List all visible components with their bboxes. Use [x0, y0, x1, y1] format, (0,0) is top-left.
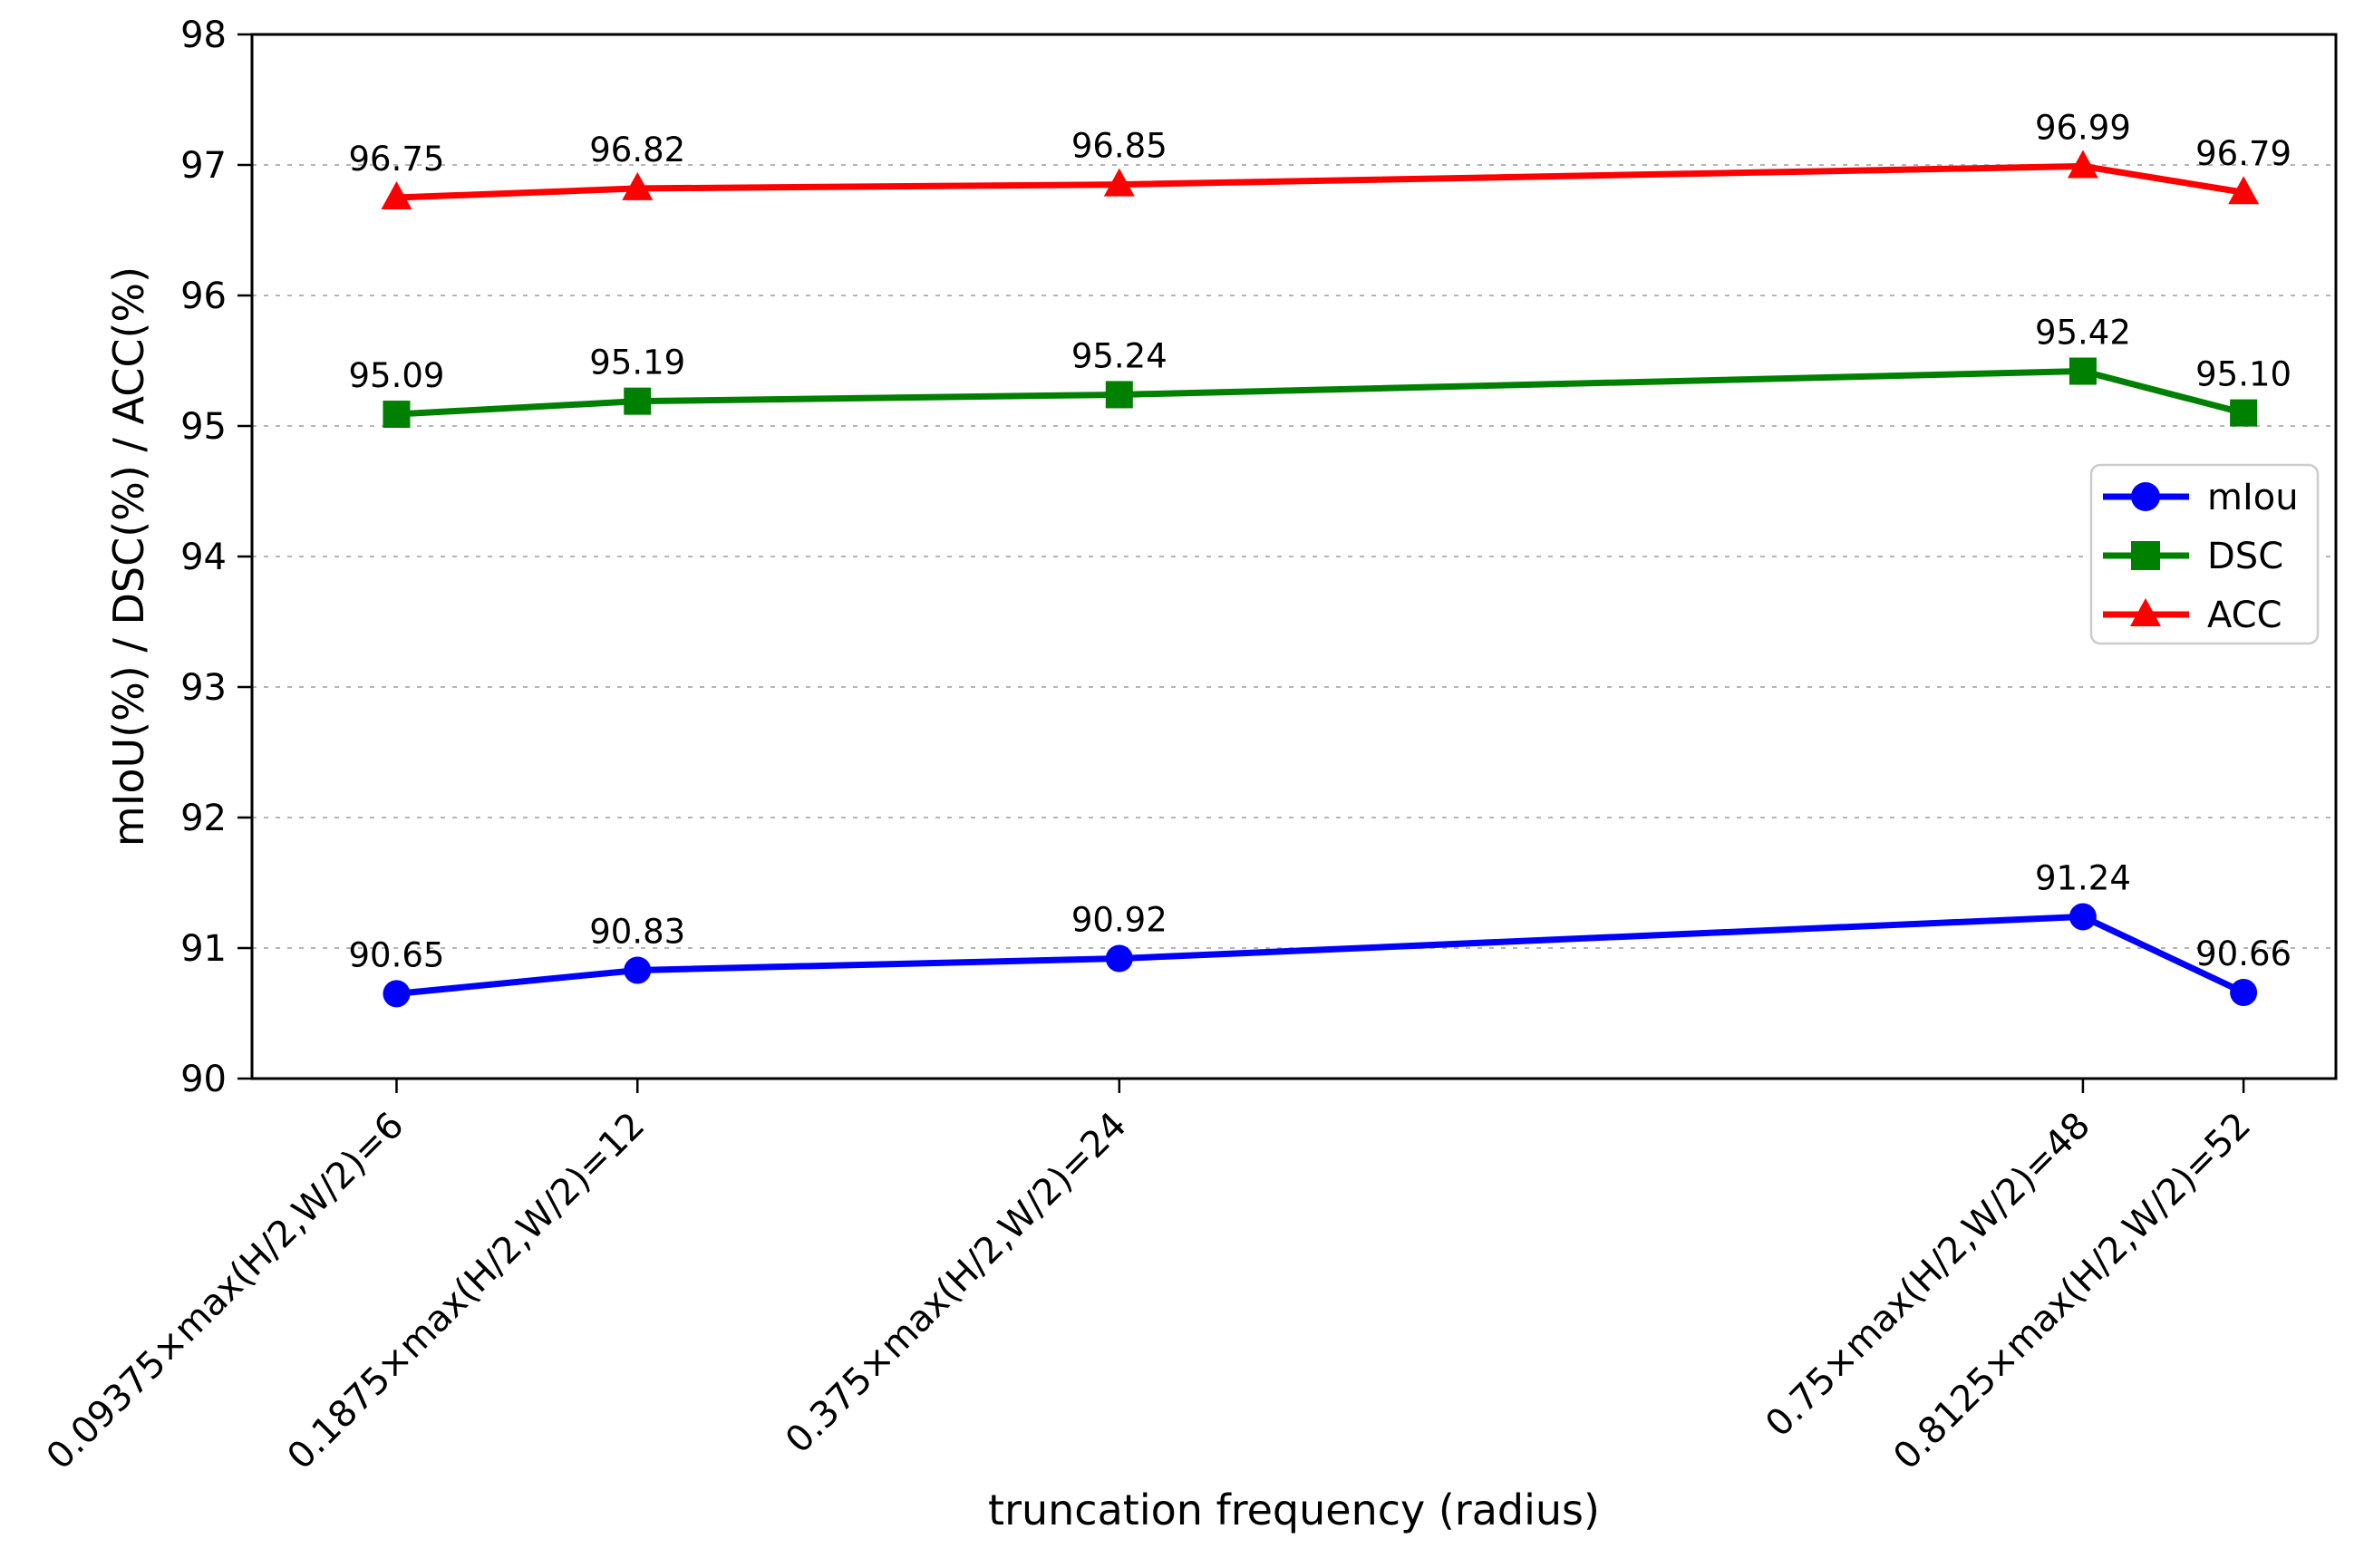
- y-axis-title: mIoU(%) / DSC(%) / ACC(%): [104, 266, 153, 847]
- data-point-marker-DSC: [624, 387, 652, 415]
- data-point-label: 95.09: [348, 356, 444, 395]
- data-point-label: 96.75: [348, 140, 444, 179]
- data-point-label: 90.92: [1071, 901, 1167, 940]
- data-point-marker-ACC: [2228, 176, 2260, 205]
- legend-label: DSC: [2207, 536, 2283, 577]
- y-tick-label: 94: [180, 537, 227, 578]
- data-point-marker-mIou: [1105, 944, 1133, 973]
- data-point-marker-mIou: [2230, 978, 2258, 1006]
- legend-label: mIou: [2207, 477, 2299, 518]
- data-point-marker-ACC: [1103, 168, 1135, 197]
- y-tick-label: 97: [180, 145, 227, 187]
- data-point-label: 96.82: [589, 131, 685, 169]
- y-tick-label: 95: [180, 406, 227, 448]
- y-tick-label: 92: [180, 798, 227, 839]
- x-axis-title: truncation frequency (radius): [988, 1486, 1600, 1534]
- legend-marker-mIou: [2131, 482, 2160, 511]
- data-point-marker-mIou: [624, 956, 652, 984]
- data-point-label: 90.66: [2195, 934, 2291, 973]
- y-tick-label: 91: [180, 928, 227, 970]
- y-tick-label: 96: [180, 276, 227, 317]
- y-tick-label: 93: [180, 667, 227, 709]
- legend-marker-DSC: [2131, 541, 2160, 570]
- data-point-marker-DSC: [2230, 399, 2258, 427]
- data-point-label: 95.10: [2195, 355, 2291, 394]
- data-point-marker-mIou: [383, 980, 411, 1008]
- data-point-label: 95.19: [589, 344, 685, 382]
- y-tick-label: 98: [180, 15, 227, 56]
- data-point-marker-ACC: [381, 181, 412, 209]
- data-point-label: 96.85: [1071, 127, 1167, 166]
- data-point-marker-DSC: [383, 401, 411, 429]
- data-point-label: 90.65: [348, 935, 444, 974]
- data-point-label: 95.24: [1071, 336, 1167, 375]
- data-point-label: 96.79: [2195, 134, 2291, 173]
- data-point-marker-DSC: [1105, 381, 1133, 409]
- data-point-label: 95.42: [2035, 314, 2131, 353]
- y-tick-label: 90: [180, 1059, 227, 1100]
- data-point-marker-mIou: [2068, 903, 2097, 931]
- data-point-marker-ACC: [622, 171, 654, 200]
- data-point-label: 91.24: [2035, 858, 2131, 897]
- data-point-marker-DSC: [2068, 357, 2097, 385]
- data-point-label: 96.99: [2035, 108, 2131, 147]
- legend-marker-ACC: [2130, 598, 2161, 626]
- data-point-label: 90.83: [589, 912, 685, 951]
- data-point-marker-ACC: [2067, 150, 2098, 179]
- legend-label: ACC: [2207, 595, 2282, 636]
